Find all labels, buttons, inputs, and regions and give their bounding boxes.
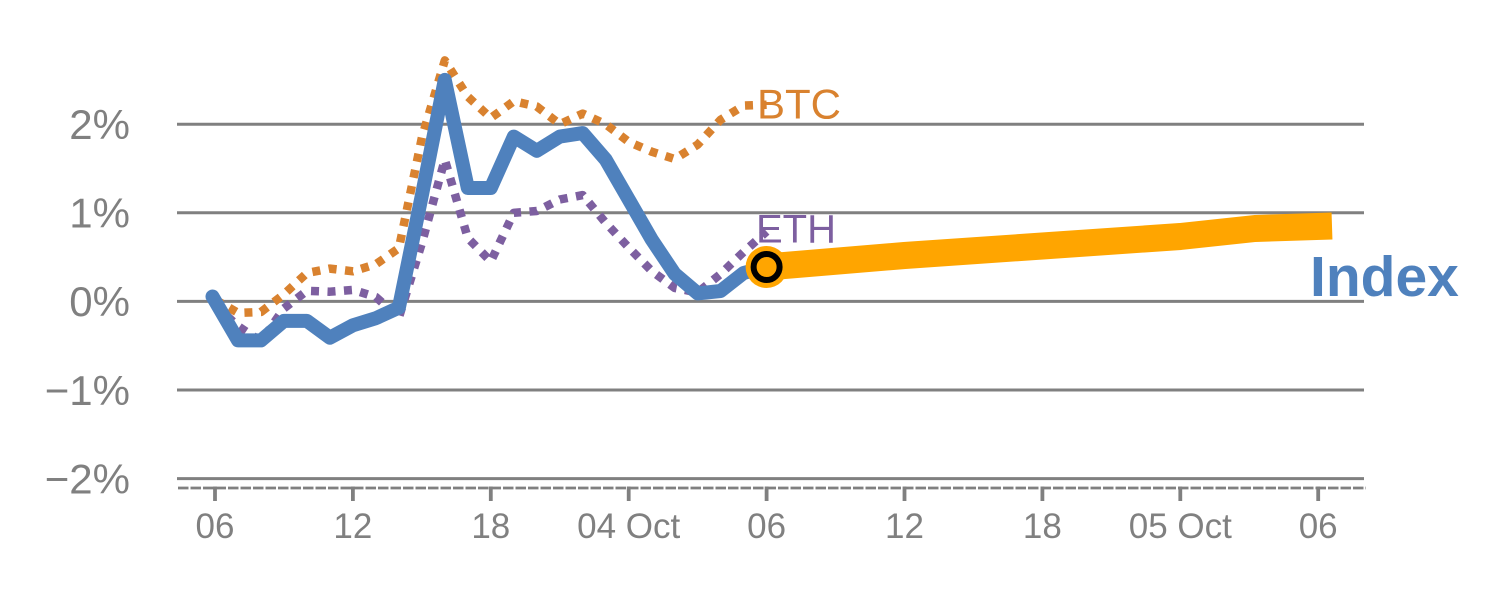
- svg-text:12: 12: [885, 507, 924, 546]
- svg-text:06: 06: [1299, 507, 1338, 546]
- svg-text:18: 18: [1023, 507, 1062, 546]
- svg-text:ETH: ETH: [756, 208, 836, 252]
- svg-text:Index: Index: [1310, 245, 1459, 309]
- svg-text:05 Oct: 05 Oct: [1129, 507, 1232, 546]
- svg-text:−2%: −2%: [45, 455, 130, 502]
- svg-text:0%: 0%: [69, 278, 130, 325]
- svg-text:06: 06: [196, 507, 235, 546]
- svg-text:06: 06: [747, 507, 786, 546]
- svg-text:04 Oct: 04 Oct: [577, 507, 680, 546]
- svg-text:2%: 2%: [69, 101, 130, 148]
- svg-text:BTC: BTC: [757, 81, 841, 128]
- svg-text:1%: 1%: [69, 190, 130, 237]
- svg-text:−1%: −1%: [45, 367, 130, 414]
- svg-text:18: 18: [471, 507, 510, 546]
- svg-text:12: 12: [333, 507, 372, 546]
